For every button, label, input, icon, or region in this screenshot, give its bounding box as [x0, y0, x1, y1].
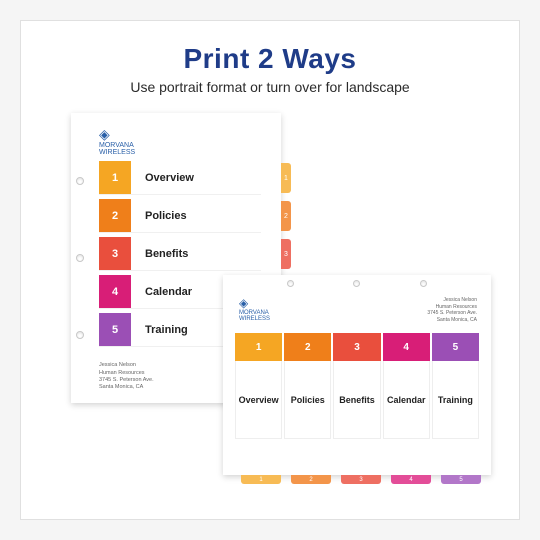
- product-card: Print 2 Ways Use portrait format or turn…: [20, 20, 520, 520]
- section-number: 5: [99, 313, 131, 346]
- section-label: Benefits: [131, 237, 261, 270]
- hole: [353, 280, 360, 287]
- section-number: 5: [432, 333, 479, 361]
- landscape-tab: 3: [341, 475, 381, 484]
- landscape-column: 2Policies: [284, 333, 331, 439]
- landscape-tab: 5: [441, 475, 481, 484]
- landscape-tab: 1: [241, 475, 281, 484]
- portrait-tab: 2: [281, 201, 291, 231]
- section-number: 1: [235, 333, 282, 361]
- brand-line2: WIRELESS: [99, 149, 135, 156]
- portrait-row: 1Overview: [99, 161, 261, 195]
- section-number: 3: [333, 333, 380, 361]
- brand-mark-icon: ◈: [239, 297, 270, 309]
- landscape-address: Jessica NelsonHuman Resources3745 S. Pet…: [427, 297, 477, 323]
- section-label: Overview: [235, 361, 282, 439]
- section-number: 2: [284, 333, 331, 361]
- subheadline: Use portrait format or turn over for lan…: [41, 79, 499, 95]
- section-number: 4: [99, 275, 131, 308]
- hole: [287, 280, 294, 287]
- section-label: Calendar: [383, 361, 430, 439]
- landscape-tab: 4: [391, 475, 431, 484]
- portrait-tab: 1: [281, 163, 291, 193]
- landscape-column: 3Benefits: [333, 333, 380, 439]
- brand-name: MORVANA: [99, 142, 134, 149]
- section-number: 1: [99, 161, 131, 194]
- section-number: 4: [383, 333, 430, 361]
- landscape-sheet: ◈ MORVANA WIRELESS Jessica NelsonHuman R…: [223, 275, 491, 475]
- section-number: 3: [99, 237, 131, 270]
- binder-holes: [76, 113, 88, 403]
- section-label: Benefits: [333, 361, 380, 439]
- landscape-columns: 1Overview2Policies3Benefits4Calendar5Tra…: [235, 333, 479, 439]
- hole: [76, 254, 84, 262]
- illustration-stage: ◈ MORVANA WIRELESS 1Overview2Policies3Be…: [41, 113, 499, 505]
- section-label: Training: [432, 361, 479, 439]
- section-label: Policies: [284, 361, 331, 439]
- landscape-column: 4Calendar: [383, 333, 430, 439]
- section-label: Policies: [131, 199, 261, 232]
- portrait-row: 3Benefits: [99, 237, 261, 271]
- portrait-row: 2Policies: [99, 199, 261, 233]
- brand-line2: WIRELESS: [239, 316, 270, 322]
- brand-logo: ◈ MORVANA WIRELESS: [239, 297, 270, 322]
- binder-holes: [223, 280, 491, 290]
- landscape-column: 5Training: [432, 333, 479, 439]
- hole: [76, 177, 84, 185]
- hole: [420, 280, 427, 287]
- brand-mark-icon: ◈: [99, 127, 135, 141]
- headline: Print 2 Ways: [41, 43, 499, 75]
- portrait-footer: Jessica NelsonHuman Resources3745 S. Pet…: [99, 362, 154, 391]
- section-number: 2: [99, 199, 131, 232]
- brand-logo: ◈ MORVANA WIRELESS: [99, 127, 135, 156]
- section-label: Overview: [131, 161, 261, 194]
- hole: [76, 331, 84, 339]
- landscape-column: 1Overview: [235, 333, 282, 439]
- landscape-tab: 2: [291, 475, 331, 484]
- portrait-tab: 3: [281, 239, 291, 269]
